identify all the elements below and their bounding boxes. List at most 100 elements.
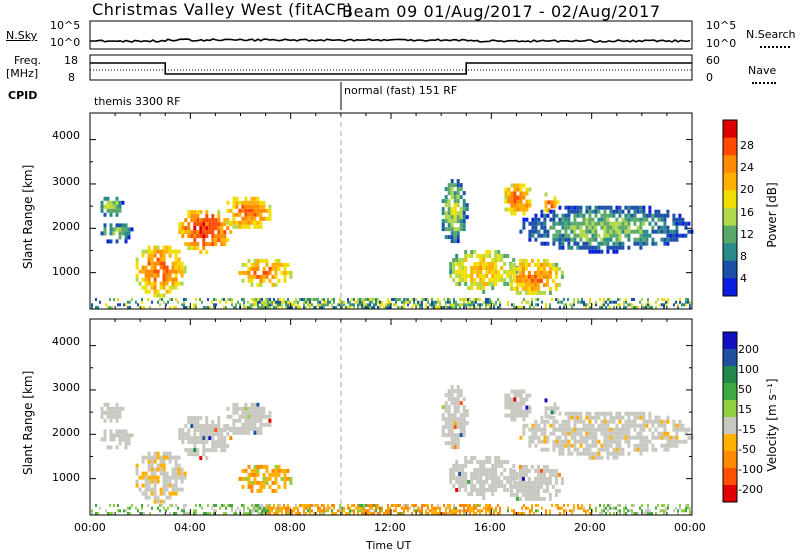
power-cell xyxy=(582,241,586,246)
ground-scatter-cell xyxy=(609,306,611,309)
velocity-cell xyxy=(533,480,537,485)
velocity-cell xyxy=(585,451,589,456)
velocity-cell xyxy=(262,484,266,489)
ground-scatter-cell xyxy=(331,509,333,513)
power-cell xyxy=(441,219,445,224)
power-cell xyxy=(253,266,257,271)
power-cell xyxy=(609,237,613,242)
velocity-cell xyxy=(452,472,456,476)
power-cell xyxy=(558,229,562,234)
velocity-cell xyxy=(193,436,197,441)
velocity-cell xyxy=(579,431,583,436)
power-cell xyxy=(112,204,116,209)
velocity-cell xyxy=(533,476,537,481)
velocity-cell xyxy=(536,496,540,501)
power-cell xyxy=(588,205,592,210)
ground-scatter-cell xyxy=(405,506,407,510)
power-cell xyxy=(513,207,517,212)
ground-scatter-cell xyxy=(265,509,267,513)
ground-scatter-cell xyxy=(625,300,627,304)
velocity-cell xyxy=(168,475,172,480)
power-cell xyxy=(444,211,448,216)
ground-scatter-cell xyxy=(659,509,661,513)
power-cell xyxy=(187,222,191,227)
power-cell xyxy=(567,225,571,230)
ground-scatter-cell xyxy=(533,306,535,309)
ground-scatter-cell xyxy=(427,300,429,304)
power-cell xyxy=(168,277,172,282)
power-cell xyxy=(247,208,251,213)
velocity-cell xyxy=(253,414,257,419)
velocity-cell xyxy=(271,480,275,485)
velocity-cell xyxy=(557,472,561,477)
ground-scatter-cell xyxy=(187,512,189,515)
velocity-cell xyxy=(247,426,251,431)
power-cell xyxy=(552,209,556,214)
power-cell xyxy=(510,195,514,200)
velocity-cbar-label: Velocity [m s⁻¹] xyxy=(765,378,779,472)
power-cell xyxy=(546,241,550,246)
ground-scatter-cell xyxy=(267,504,269,507)
ground-scatter-cell xyxy=(271,506,273,510)
power-cell xyxy=(527,262,531,267)
power-cell xyxy=(100,200,104,205)
ground-scatter-cell xyxy=(261,512,263,515)
power-cell xyxy=(588,221,592,226)
velocity-cell xyxy=(618,415,622,420)
velocity-cell xyxy=(232,430,236,435)
power-cell xyxy=(555,221,559,226)
power-cell xyxy=(639,237,643,242)
ground-scatter-cell xyxy=(363,303,365,307)
velocity-cell xyxy=(452,476,456,480)
velocity-cell xyxy=(180,467,184,472)
power-cell xyxy=(651,237,655,242)
ground-scatter-cell xyxy=(401,306,403,309)
power-cell xyxy=(642,233,646,238)
velocity-cell xyxy=(187,448,191,453)
ground-scatter-cell xyxy=(435,512,437,515)
power-cell xyxy=(675,221,679,226)
power-cell xyxy=(654,241,658,246)
velocity-cell xyxy=(506,460,510,464)
ground-scatter-cell xyxy=(431,298,433,301)
velocity-cell xyxy=(579,415,583,420)
power-cell xyxy=(174,285,178,290)
power-cell xyxy=(633,221,637,226)
velocity-cell xyxy=(153,451,157,456)
ground-scatter-cell xyxy=(605,512,607,515)
velocity-cell xyxy=(256,406,260,411)
velocity-cell xyxy=(470,472,474,476)
power-cell xyxy=(600,225,604,230)
ground-scatter-cell xyxy=(369,509,371,513)
ground-scatter-cell xyxy=(343,303,345,307)
velocity-cell xyxy=(159,471,163,476)
power-cell xyxy=(479,282,483,286)
velocity-cell xyxy=(543,447,547,452)
ground-scatter-cell xyxy=(213,298,215,301)
ground-scatter-cell xyxy=(167,506,169,510)
ground-scatter-cell xyxy=(357,306,359,309)
velocity-cell xyxy=(545,480,549,485)
velocity-cell xyxy=(165,495,169,500)
power-cell xyxy=(654,229,658,234)
ground-scatter-cell xyxy=(581,300,583,304)
ground-scatter-cell xyxy=(303,300,305,304)
ground-scatter-cell xyxy=(355,506,357,510)
power-cell xyxy=(491,266,495,270)
power-cell xyxy=(162,281,166,286)
power-cell xyxy=(181,234,185,239)
velocity-cell xyxy=(447,429,451,434)
power-cell xyxy=(473,270,477,274)
velocity-cell xyxy=(654,447,658,452)
velocity-cell xyxy=(482,480,486,484)
ground-scatter-cell xyxy=(231,303,233,307)
velocity-cell xyxy=(262,410,266,415)
ground-scatter-cell xyxy=(455,512,457,515)
velocity-cell xyxy=(675,431,679,436)
velocity-cell xyxy=(247,484,251,489)
power-cell xyxy=(211,242,215,247)
ground-scatter-cell xyxy=(167,300,169,304)
power-cell xyxy=(558,221,562,226)
velocity-cell xyxy=(259,480,263,485)
power-cell xyxy=(606,241,610,246)
